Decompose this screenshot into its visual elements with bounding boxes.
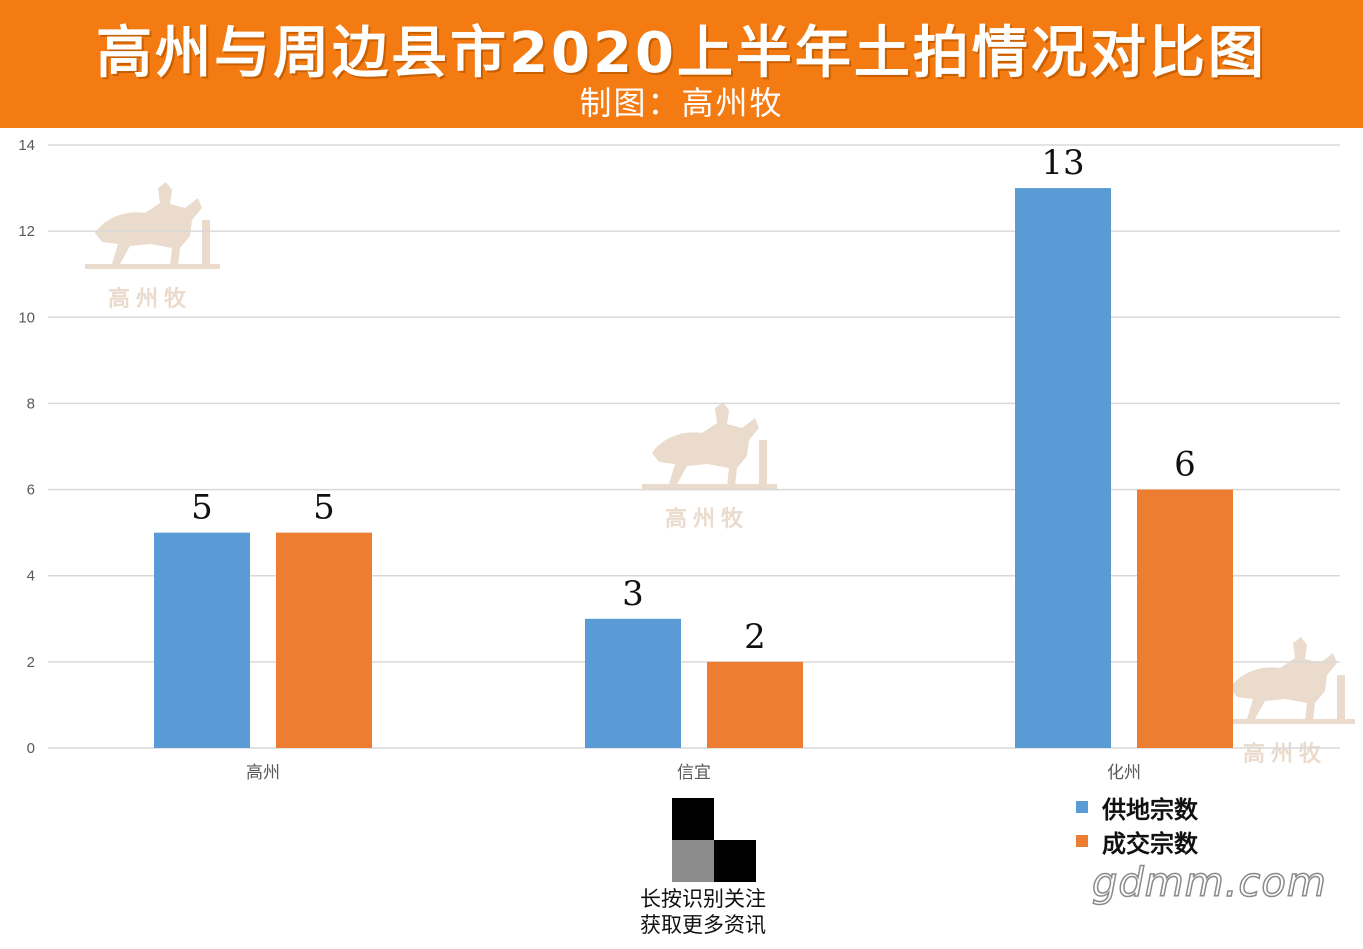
bar <box>276 532 372 748</box>
legend-label-supply: 供地宗数 <box>1102 795 1198 824</box>
y-tick-label: 10 <box>18 309 35 326</box>
legend-swatch-supply <box>1076 801 1088 813</box>
data-label: 2 <box>744 617 766 657</box>
bar <box>154 532 250 748</box>
pillar-shape <box>759 440 767 486</box>
y-tick-label: 2 <box>27 654 35 671</box>
qr-code[interactable] <box>672 798 756 882</box>
data-label: 3 <box>622 574 644 614</box>
y-tick-label: 12 <box>18 223 35 240</box>
ground-shape <box>1220 719 1355 724</box>
x-tick-label: 化州 <box>1107 763 1141 783</box>
horse-rider-icon: 高州牧 <box>85 182 220 312</box>
legend-swatch-deal <box>1076 835 1088 847</box>
legend-label-deal: 成交宗数 <box>1102 829 1198 858</box>
y-tick-label: 14 <box>18 137 35 154</box>
data-label: 6 <box>1174 445 1196 485</box>
site-watermark: gdmm.com <box>1091 859 1327 907</box>
data-label: 13 <box>1041 143 1084 183</box>
chart-title: 高州与周边县市2020上半年土拍情况对比图 <box>96 21 1267 86</box>
horse-shape <box>652 402 759 486</box>
ground-shape <box>85 264 220 269</box>
x-tick-label: 信宜 <box>677 763 711 783</box>
bar <box>1015 188 1111 749</box>
horse-rider-icon: 高州牧 <box>642 402 777 532</box>
y-tick-label: 8 <box>27 395 35 412</box>
qr-caption-line1: 长按识别关注 <box>640 887 766 911</box>
bar <box>585 618 681 748</box>
data-label: 5 <box>313 488 335 528</box>
horse-shape <box>1230 637 1337 721</box>
data-label: 5 <box>191 488 213 528</box>
bar <box>1137 489 1233 748</box>
legend-item-deal: 成交宗数 <box>1076 824 1198 858</box>
watermark-text: 高州牧 <box>665 506 749 532</box>
qr-caption: 长按识别关注 获取更多资讯 <box>640 886 790 938</box>
horse-rider-icon: 高州牧 <box>1220 637 1355 767</box>
qr-caption-line2: 获取更多资讯 <box>640 913 766 937</box>
legend-item-supply: 供地宗数 <box>1076 790 1198 824</box>
chart-subtitle: 制图：高州牧 <box>579 84 784 122</box>
chart-legend: 供地宗数 成交宗数 <box>1076 790 1198 858</box>
watermark-text: 高州牧 <box>1243 741 1327 767</box>
pillar-shape <box>202 220 210 266</box>
ground-shape <box>642 484 777 489</box>
y-tick-label: 0 <box>27 740 35 757</box>
bar <box>707 661 803 748</box>
title-banner: 高州与周边县市2020上半年土拍情况对比图 制图：高州牧 <box>0 0 1363 128</box>
watermark-text: 高州牧 <box>108 286 192 312</box>
y-tick-label: 4 <box>27 568 35 585</box>
y-tick-label: 6 <box>27 482 35 499</box>
x-tick-label: 高州 <box>246 763 280 783</box>
horse-shape <box>95 182 202 266</box>
pillar-shape <box>1337 675 1345 721</box>
